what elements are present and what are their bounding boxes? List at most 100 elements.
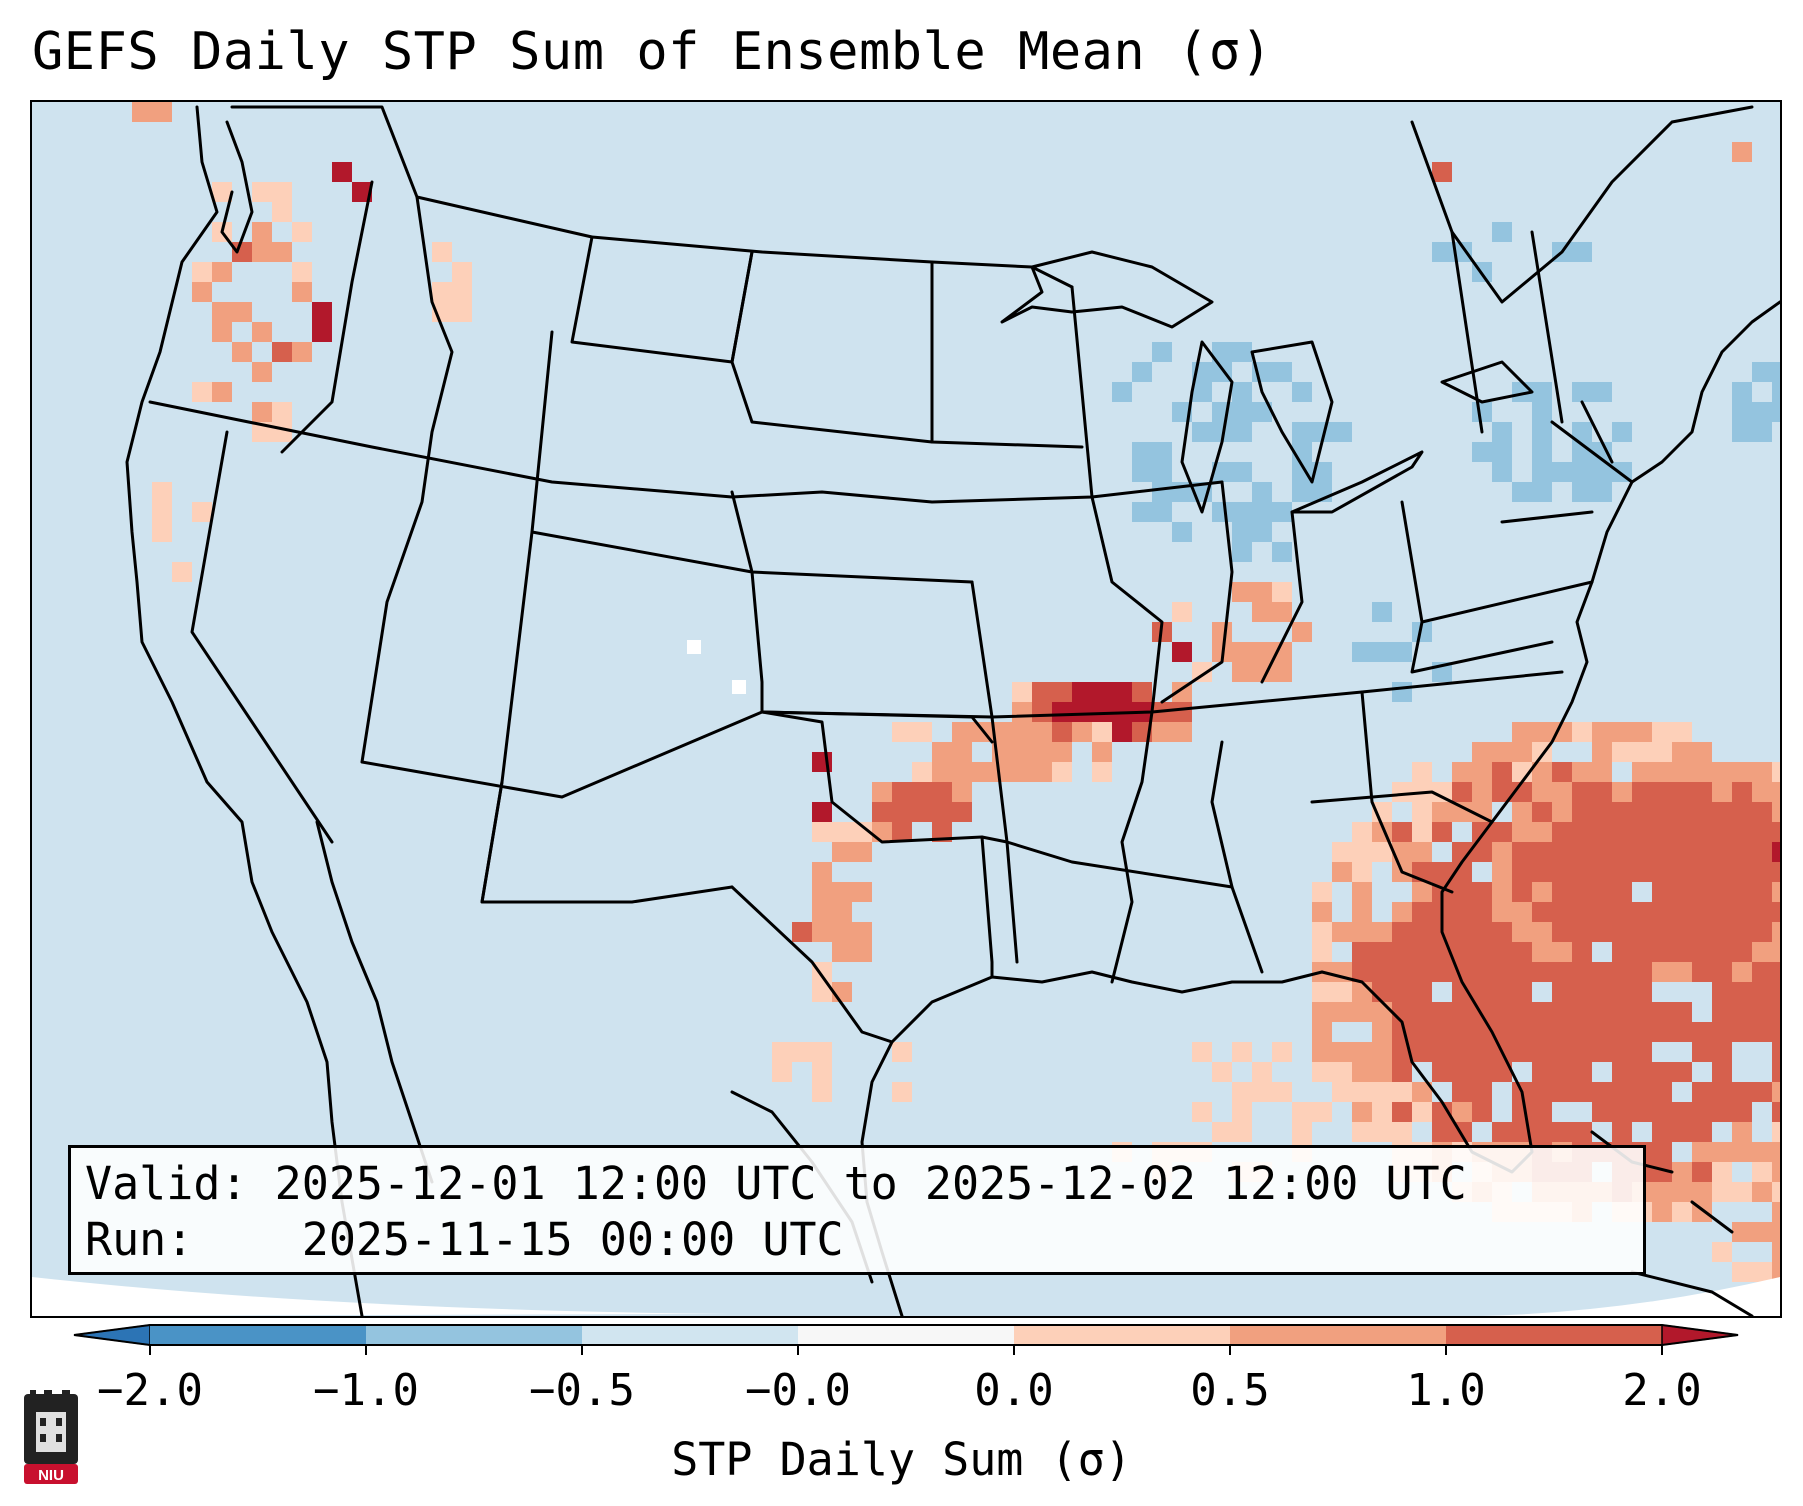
anomaly-cell: [1352, 1062, 1372, 1082]
anomaly-cell: [1432, 1042, 1452, 1062]
anomaly-cell: [1672, 722, 1692, 742]
anomaly-cell: [1612, 782, 1632, 802]
anomaly-cell: [1432, 862, 1452, 882]
anomaly-cell: [1612, 962, 1632, 982]
anomaly-cell: [1572, 1002, 1592, 1022]
anomaly-cell: [1392, 1062, 1412, 1082]
anomaly-cell: [1532, 1102, 1552, 1122]
anomaly-cell: [1752, 862, 1772, 882]
anomaly-cell: [932, 762, 952, 782]
anomaly-cell: [1392, 682, 1412, 702]
anomaly-cell: [1252, 582, 1272, 602]
anomaly-cell: [1052, 682, 1072, 702]
anomaly-cell: [1512, 742, 1532, 762]
anomaly-cell: [272, 402, 292, 422]
anomaly-cell: [1352, 1082, 1372, 1102]
anomaly-cell: [1732, 1122, 1752, 1142]
anomaly-cell: [1772, 1182, 1780, 1202]
anomaly-cell: [1392, 782, 1412, 802]
anomaly-cell: [1012, 702, 1032, 722]
anomaly-cell: [812, 822, 832, 842]
anomaly-cell: [1572, 782, 1592, 802]
anomaly-cell: [1592, 902, 1612, 922]
colorbar-segment: [366, 1325, 582, 1345]
anomaly-cell: [912, 722, 932, 742]
anomaly-cell: [1392, 922, 1412, 942]
anomaly-cell: [852, 842, 872, 862]
anomaly-cell: [1652, 842, 1672, 862]
anomaly-cell: [272, 182, 292, 202]
anomaly-cell: [1192, 1102, 1212, 1122]
anomaly-cell: [1392, 1082, 1412, 1102]
anomaly-cell: [1452, 1102, 1472, 1122]
anomaly-cell: [1452, 942, 1472, 962]
anomaly-cell: [1692, 882, 1712, 902]
anomaly-cell: [1472, 962, 1492, 982]
anomaly-cell: [832, 822, 852, 842]
anomaly-cell: [1672, 762, 1692, 782]
anomaly-cell: [1532, 962, 1552, 982]
anomaly-cell: [1472, 982, 1492, 1002]
colorbar-segment: [1014, 1325, 1230, 1345]
anomaly-cell: [1692, 842, 1712, 862]
anomaly-cell: [1712, 1062, 1732, 1082]
anomaly-cell: [1472, 1042, 1492, 1062]
anomaly-cell: [1772, 1022, 1780, 1042]
anomaly-cell: [812, 902, 832, 922]
anomaly-cell: [1452, 1042, 1472, 1062]
anomaly-cell: [1452, 762, 1472, 782]
anomaly-cell: [1752, 1022, 1772, 1042]
anomaly-cell: [1292, 1122, 1312, 1142]
anomaly-cell: [1392, 942, 1412, 962]
anomaly-cell: [1232, 642, 1252, 662]
anomaly-cell: [1772, 902, 1780, 922]
anomaly-cell: [1492, 982, 1512, 1002]
anomaly-cell: [1272, 662, 1292, 682]
anomaly-cell: [1532, 722, 1552, 742]
anomaly-cell: [1392, 1122, 1412, 1142]
anomaly-cell: [1732, 842, 1752, 862]
anomaly-cell: [432, 242, 452, 262]
anomaly-cell: [152, 482, 172, 502]
anomaly-cell: [1612, 1022, 1632, 1042]
anomaly-cell: [1712, 1082, 1732, 1102]
anomaly-cell: [1632, 1082, 1652, 1102]
anomaly-cell: [1332, 982, 1352, 1002]
anomaly-cell: [1352, 962, 1372, 982]
anomaly-cell: [1512, 1042, 1532, 1062]
anomaly-cell: [272, 422, 292, 442]
anomaly-cell: [1252, 522, 1272, 542]
anomaly-cell: [1512, 962, 1532, 982]
anomaly-cell: [1232, 422, 1252, 442]
anomaly-cell: [1032, 762, 1052, 782]
anomaly-cell: [1712, 1042, 1732, 1062]
anomaly-cell: [452, 282, 472, 302]
anomaly-cell: [812, 922, 832, 942]
validity-info-box: Valid: 2025-12-01 12:00 UTC to 2025-12-0…: [68, 1145, 1646, 1275]
anomaly-cell: [812, 1042, 832, 1062]
anomaly-cell: [1752, 902, 1772, 922]
anomaly-cell: [1632, 862, 1652, 882]
anomaly-cell: [1472, 442, 1492, 462]
anomaly-cell: [1572, 822, 1592, 842]
anomaly-cell: [687, 640, 701, 654]
anomaly-cell: [1752, 942, 1772, 962]
anomaly-cell: [1312, 1102, 1332, 1122]
anomaly-cell: [1532, 1062, 1552, 1082]
anomaly-cell: [1572, 942, 1592, 962]
anomaly-cell: [1672, 842, 1692, 862]
anomaly-cell: [1412, 762, 1432, 782]
anomaly-cell: [1352, 942, 1372, 962]
anomaly-cell: [1452, 802, 1472, 822]
anomaly-cell: [1532, 482, 1552, 502]
anomaly-cell: [1632, 1022, 1652, 1042]
anomaly-cell: [1172, 602, 1192, 622]
anomaly-cell: [852, 942, 872, 962]
anomaly-cell: [1532, 842, 1552, 862]
anomaly-cell: [1512, 1102, 1532, 1122]
anomaly-cell: [992, 722, 1012, 742]
anomaly-cell: [792, 922, 812, 942]
anomaly-cell: [1572, 902, 1592, 922]
anomaly-cell: [1452, 782, 1472, 802]
anomaly-cell: [1252, 1062, 1272, 1082]
